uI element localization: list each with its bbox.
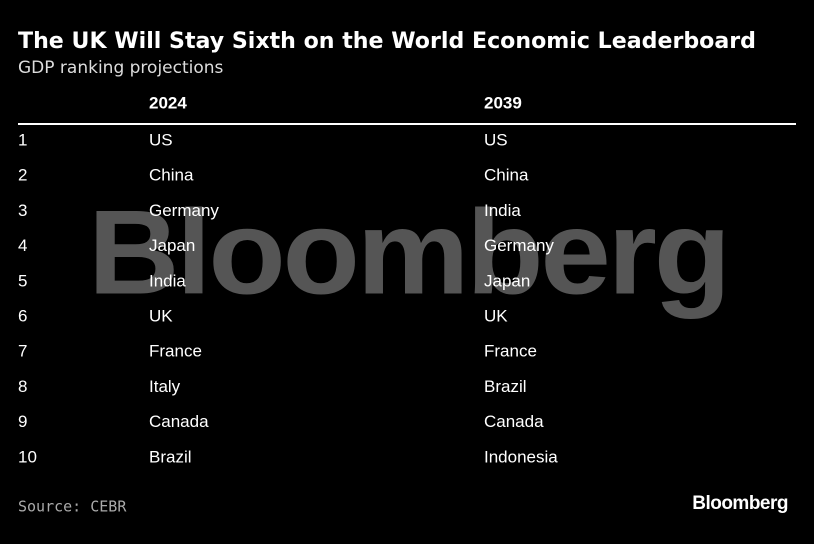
rank-cell: 7 [18,342,27,361]
subtitle: GDP ranking projections [18,58,224,78]
rank-cell: 6 [18,306,27,325]
rank-cell: 3 [18,201,27,220]
rank-cell: 5 [18,271,27,290]
country-cell: Germany [484,236,554,255]
rank-cell: 10 [18,447,37,466]
rank-cell: 8 [18,377,27,396]
country-cell: UK [149,306,173,325]
country-cell: China [149,166,194,185]
rank-cell: 1 [18,130,27,149]
country-cell: Brazil [484,377,527,396]
country-cell: India [484,201,521,220]
rank-cell: 4 [18,236,27,255]
watermark: Bloomberg [88,186,728,320]
country-cell: Canada [484,412,544,431]
table-body: 1 US US 2 China China 3 Germany India 4 Japan Germa… [18,130,558,466]
column-header: 2024 [149,93,187,112]
country-cell: UK [484,306,508,325]
country-cell: Japan [149,236,195,255]
country-cell: India [149,271,186,290]
title: The UK Will Stay Sixth on the World Econ… [18,29,756,54]
rank-cell: 9 [18,412,27,431]
rank-cell: 2 [18,166,27,185]
country-cell: US [484,130,508,149]
logo: Bloomberg [692,493,788,514]
country-cell: Germany [149,201,219,220]
country-cell: Indonesia [484,447,558,466]
column-header: 2039 [484,93,522,112]
country-cell: Japan [484,271,530,290]
country-cell: Italy [149,377,181,396]
country-cell: Brazil [149,447,192,466]
country-cell: China [484,166,529,185]
source: Source: CEBR [18,498,127,516]
country-cell: US [149,130,173,149]
country-cell: France [484,342,537,361]
country-cell: Canada [149,412,209,431]
country-cell: France [149,342,202,361]
